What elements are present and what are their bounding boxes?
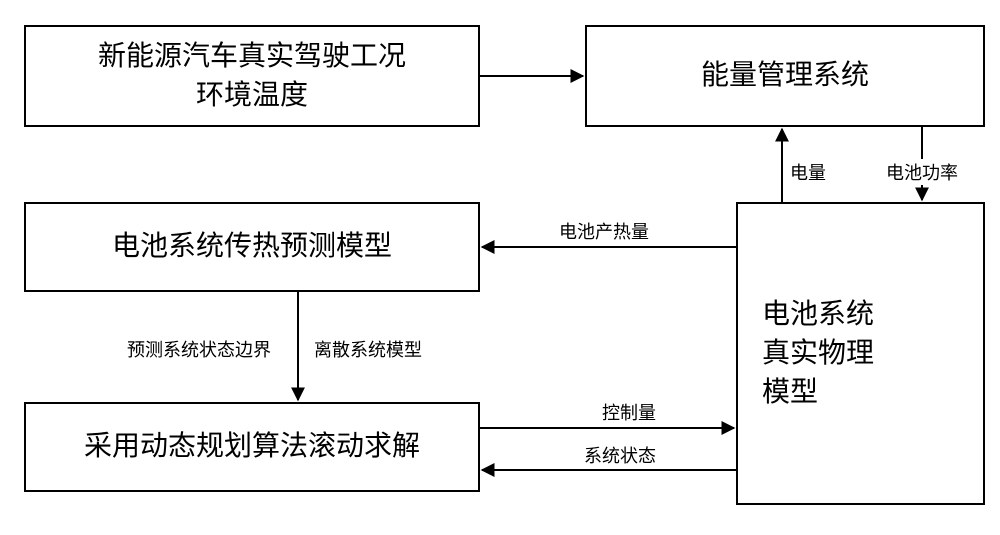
node-text: 采用动态规划算法滚动求解 [84, 427, 420, 466]
edge-label-charge: 电量 [788, 159, 828, 185]
node-driving-condition: 新能源汽车真实驾驶工况 环境温度 [24, 25, 480, 127]
edge-label-discrete-model: 离散系统模型 [312, 336, 424, 362]
edge-label-system-state: 系统状态 [582, 442, 658, 468]
edge-label-predict-boundary: 预测系统状态边界 [125, 336, 273, 362]
edge-label-battery-heat: 电池产热量 [557, 218, 651, 244]
node-battery-physical-model: 电池系统 真实物理 模型 [736, 202, 985, 505]
node-text: 新能源汽车真实驾驶工况 [98, 41, 406, 72]
node-text: 环境温度 [196, 80, 308, 111]
node-energy-management: 能量管理系统 [585, 25, 985, 127]
node-heat-prediction-model: 电池系统传热预测模型 [24, 202, 480, 292]
edge-label-battery-power: 电池功率 [884, 159, 960, 185]
node-text: 电池系统 [762, 299, 874, 330]
node-text: 电池系统传热预测模型 [112, 227, 392, 266]
node-dynamic-programming: 采用动态规划算法滚动求解 [24, 402, 480, 492]
node-text: 模型 [762, 377, 818, 408]
edge-label-control: 控制量 [600, 399, 658, 425]
node-text: 真实物理 [762, 338, 874, 369]
node-text: 能量管理系统 [701, 56, 869, 95]
